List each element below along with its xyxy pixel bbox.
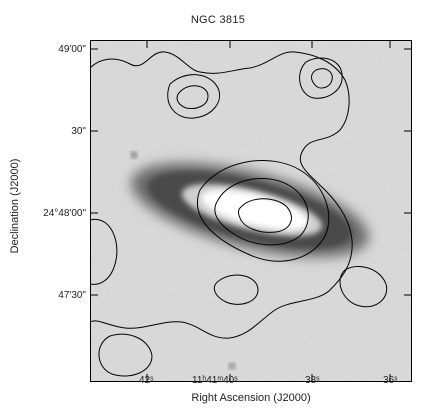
ytick-label: 24°48'00"	[43, 208, 86, 219]
y-axis-title: Declination (J2000)	[9, 158, 21, 254]
image-frame	[89, 40, 412, 382]
xtick-label: 42ˢ	[139, 375, 154, 386]
xtick-label: 38ˢ	[305, 375, 320, 386]
ytick-label: 30"	[71, 126, 86, 137]
ytick-label: 47'30"	[58, 290, 86, 301]
plot-border	[90, 40, 412, 382]
contour-lines	[89, 51, 388, 377]
figure-title: NGC 3815	[190, 14, 246, 26]
ytick-label: 49'00"	[58, 44, 86, 55]
x-axis-title: Right Ascension (J2000)	[191, 392, 311, 404]
galaxy-map	[89, 40, 412, 382]
xtick-label: 36ˢ	[383, 375, 398, 386]
galaxy-image	[131, 152, 369, 369]
xtick-label: 11ʰ41ᵐ40ˢ	[192, 375, 238, 386]
tick-marks	[90, 40, 412, 382]
